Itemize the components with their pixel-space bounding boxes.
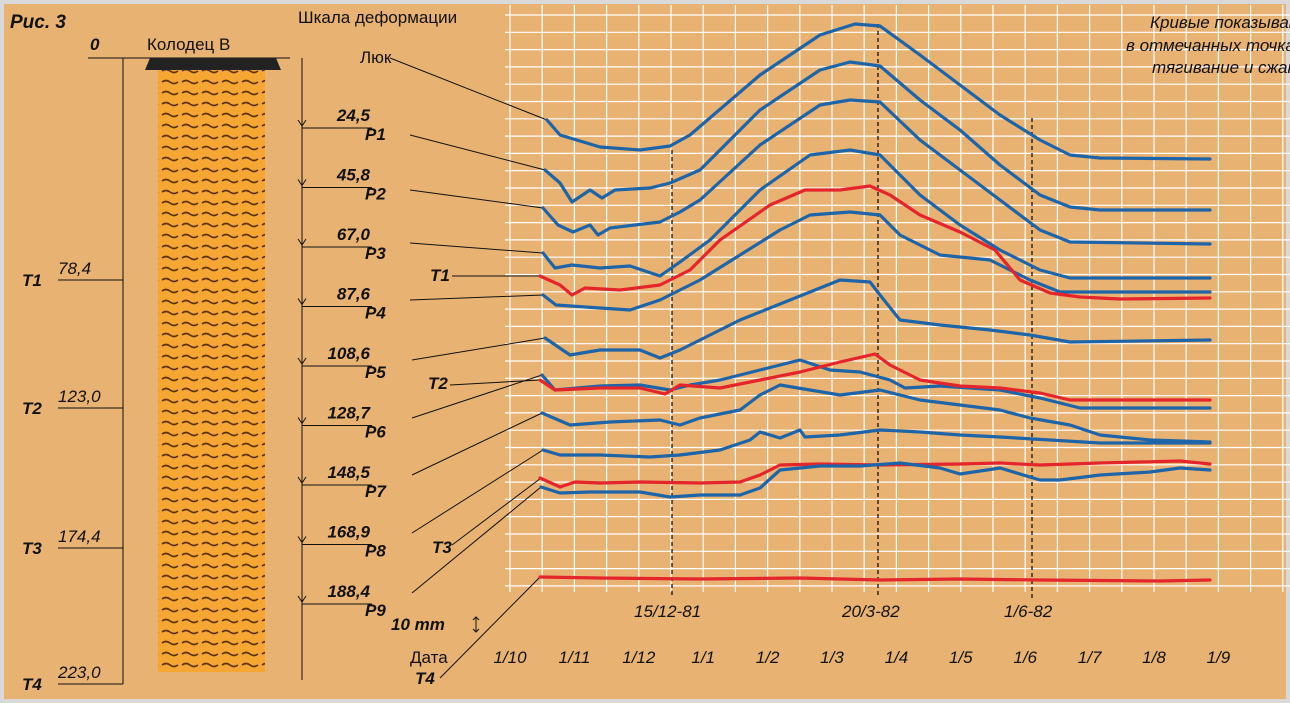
point-label: P8 (365, 542, 386, 561)
hatch-label: Люк (360, 48, 392, 67)
thermometer-label: T4 (22, 675, 42, 694)
point-depth: 188,4 (327, 582, 370, 601)
curve-label: T4 (415, 669, 435, 688)
scale-label: 10 mm (391, 615, 445, 634)
month-label: 1/5 (949, 648, 973, 667)
month-label: 1/3 (820, 648, 844, 667)
point-depth: 148,5 (327, 463, 370, 482)
point-label: P6 (365, 423, 386, 442)
point-depth: 67,0 (337, 225, 371, 244)
month-label: 1/1 (691, 648, 715, 667)
month-label: 1/10 (493, 648, 527, 667)
month-label: 1/6 (1013, 648, 1037, 667)
thermometer-depth: 174,4 (58, 527, 101, 546)
point-depth: 45,8 (336, 166, 371, 185)
point-label: P5 (365, 363, 386, 382)
month-label: 1/9 (1207, 648, 1231, 667)
annotation: Кривые показывают движения (1150, 13, 1290, 32)
date-label: 15/12-81 (634, 602, 701, 621)
thermometer-depth: 123,0 (58, 387, 101, 406)
point-label: P7 (365, 482, 387, 501)
month-label: 1/2 (756, 648, 780, 667)
curve-label: T2 (428, 374, 448, 393)
curve-label: T3 (432, 538, 452, 557)
month-label: 1/8 (1142, 648, 1166, 667)
point-label: P4 (365, 304, 386, 323)
annotation: тягивание и сжатие) (1152, 58, 1290, 77)
thermometer-label: T3 (22, 539, 42, 558)
scale-title: Шкала деформации (298, 8, 457, 27)
point-label: P1 (365, 125, 386, 144)
month-label: 1/11 (558, 648, 590, 667)
month-label: 1/7 (1078, 648, 1102, 667)
point-depth: 168,9 (327, 523, 370, 542)
point-depth: 87,6 (337, 285, 371, 304)
point-label: P3 (365, 244, 386, 263)
figure-label: Рис. 3 (10, 12, 66, 33)
well-title: Колодец B (147, 35, 230, 54)
figure: Рис. 3 0 Колодец B Шкала деформации Люк … (0, 0, 1290, 703)
thermometer-depth: 223,0 (57, 663, 101, 682)
well-hatch (145, 58, 281, 70)
month-label: 1/4 (885, 648, 909, 667)
well-tube (158, 68, 265, 672)
point-depth: 128,7 (327, 404, 371, 423)
date-label: 1/6-82 (1004, 602, 1053, 621)
annotation: в отмечанных точках в мм (рас- (1126, 36, 1290, 55)
thermometer-depth: 78,4 (58, 259, 91, 278)
date-axis-label: Дата (410, 648, 448, 667)
well-top-label: 0 (90, 35, 100, 54)
point-label: P2 (365, 185, 386, 204)
point-depth: 108,6 (327, 344, 370, 363)
date-label: 20/3-82 (841, 602, 900, 621)
thermometer-label: T1 (22, 271, 42, 290)
curve-label: T1 (430, 266, 450, 285)
thermometer-label: T2 (22, 399, 42, 418)
point-depth: 24,5 (336, 106, 371, 125)
point-label: P9 (365, 601, 386, 620)
month-label: 1/12 (622, 648, 656, 667)
